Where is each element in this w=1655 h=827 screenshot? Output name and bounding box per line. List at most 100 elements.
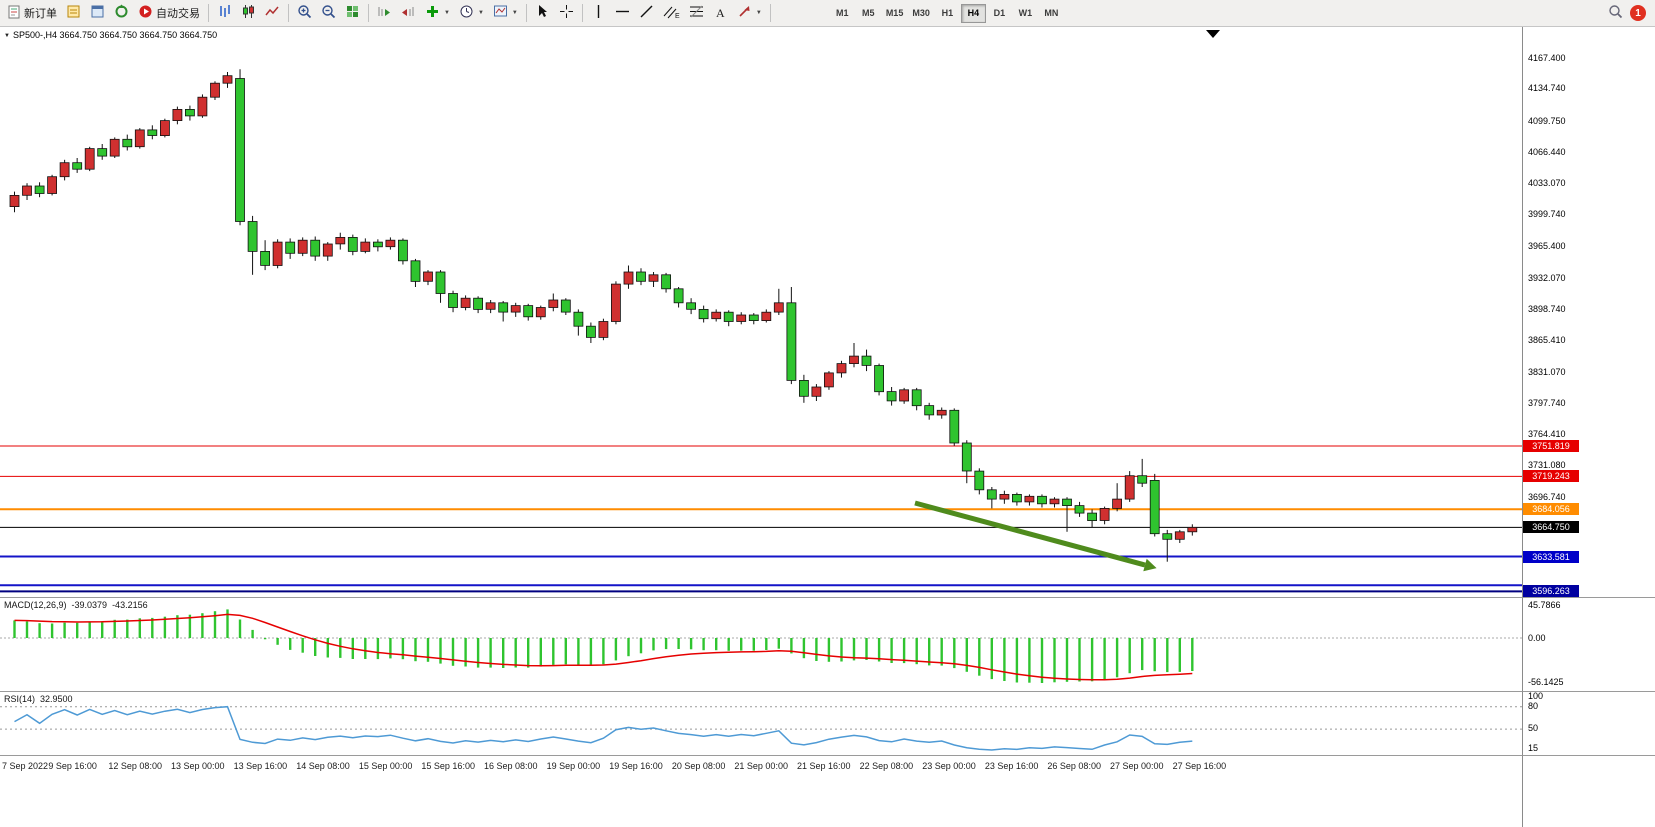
toolbar-separator [368,4,369,22]
text-tool-button[interactable]: A [709,2,732,25]
chart-shift-marker [1206,30,1220,38]
price-axis-label: 3731.080 [1528,460,1566,471]
time-axis-label: 12 Sep 08:00 [108,761,162,771]
zoom-in-button[interactable] [293,2,316,25]
candlestick-icon [241,4,256,22]
rsi-axis-label: 50 [1528,723,1539,733]
toolbar-separator [525,4,527,22]
price-axis-label: 3764.410 [1528,429,1566,440]
auto-scroll-icon [377,4,392,22]
add-indicator-icon [425,4,440,22]
market-watch-button[interactable] [62,2,85,25]
auto-trading-label: 自动交易 [156,8,200,20]
time-axis[interactable]: 7 Sep 2022 9 Sep 16:00 12 Sep 08:00 13 Sep … [0,755,1522,779]
time-axis-label: 21 Sep 00:00 [734,761,788,771]
svg-text:E: E [675,13,680,19]
macd-canvas[interactable] [0,598,1522,691]
timeframe-h4-button[interactable]: H4 [960,3,986,23]
arrows-tool-button[interactable]: ▼ [733,2,766,25]
horizontal-line-icon [615,4,630,22]
main-chart-canvas[interactable] [0,27,1522,597]
price-axis-label: 4167.400 [1528,52,1566,63]
time-axis-label: 19 Sep 16:00 [609,761,663,771]
price-level-box: 3596.263 [1523,585,1579,597]
zoom-out-icon [321,4,336,22]
main-chart-panel[interactable]: ▼ SP500-,H4 3664.750 3664.750 3664.750 36… [0,27,1522,597]
price-level-box: 3684.056 [1523,503,1579,516]
timeframe-m5-button[interactable]: M5 [856,4,881,23]
templates-button[interactable]: ▼ [489,2,522,25]
notification-badge[interactable]: 1 [1630,5,1646,21]
market-watch-icon [66,4,81,22]
symbol-ohlc-readout: ▼ SP500-,H4 3664.750 3664.750 3664.750 36… [4,30,218,40]
vertical-line-icon [591,4,606,22]
price-axis-label: 3797.740 [1528,398,1566,409]
time-axis-label: 27 Sep 00:00 [1110,761,1164,771]
price-axis-label: 3999.740 [1528,209,1566,220]
price-axis[interactable]: 4167.400 4134.740 4099.750 4066.440 4033.070… [1522,27,1655,597]
price-axis-label: 3965.400 [1528,241,1566,252]
rsi-panel[interactable]: RSI(14) 32.9500 [0,691,1522,755]
timeframe-mn-button[interactable]: MN [1039,4,1064,23]
chevron-down-icon: ▼ [511,10,518,16]
search-icon [1608,4,1623,22]
arrow-shape-icon [737,4,752,22]
price-axis-label: 3831.070 [1528,366,1566,377]
line-chart-icon [265,4,280,22]
timeframe-h1-button[interactable]: H1 [935,4,960,23]
price-axis-label: 3865.410 [1528,334,1566,345]
chevron-down-icon: ▼ [755,10,762,16]
timeframe-d1-button[interactable]: D1 [987,4,1012,23]
price-level-box: 3751.819 [1523,440,1579,452]
zoom-in-icon [297,4,312,22]
add-indicator-button[interactable]: ▼ [421,2,454,25]
time-axis-label: 19 Sep 00:00 [546,761,601,771]
tile-windows-button[interactable] [341,2,364,25]
macd-axis-label: -56.1425 [1528,677,1564,687]
main-toolbar: 新订单 自动交易 [0,0,1655,27]
cursor-tool-button[interactable] [531,2,554,25]
timeframe-w1-button[interactable]: W1 [1013,4,1038,23]
chevron-down-icon: ▼ [444,10,450,16]
timeframe-m15-button[interactable]: M15 [882,4,908,23]
price-axis-label: 4066.440 [1528,146,1566,157]
fibonacci-tool-button[interactable] [685,2,708,25]
horizontal-line-tool-button[interactable] [611,2,634,25]
trend-arrow [914,500,1146,568]
zoom-out-button[interactable] [317,2,340,25]
crosshair-tool-button[interactable] [555,2,578,25]
navigator-icon [114,4,129,22]
rsi-axis-label: 100 [1528,691,1544,701]
periods-button[interactable]: ▼ [455,2,488,25]
vertical-line-tool-button[interactable] [587,2,610,25]
time-axis-label: 14 Sep 08:00 [296,761,350,771]
rsi-axis-label: 80 [1528,701,1539,711]
line-chart-type-button[interactable] [261,2,284,25]
macd-axis-label: 45.7866 [1528,600,1561,610]
rsi-canvas[interactable] [0,692,1522,755]
price-level-box: 3719.243 [1523,470,1579,483]
new-order-icon [7,5,21,22]
macd-label: MACD(12,26,9) -39.0379 -43.2156 [4,600,148,610]
chart-shift-button[interactable] [397,2,420,25]
trendline-icon [639,4,654,22]
channel-tool-button[interactable]: E [659,2,684,25]
timeframe-m30-button[interactable]: M30 [908,4,934,23]
data-window-icon [90,4,105,22]
price-level-box: 3664.750 [1523,521,1579,534]
navigator-button[interactable] [110,2,133,25]
auto-trading-button[interactable]: 自动交易 [134,2,204,25]
template-icon [493,4,508,22]
data-window-button[interactable] [86,2,109,25]
macd-axis: 45.7866 0.00 -56.1425 [1522,597,1655,691]
candlestick-chart-type-button[interactable] [237,2,260,25]
auto-scroll-button[interactable] [373,2,396,25]
bar-chart-type-button[interactable] [213,2,236,25]
trendline-tool-button[interactable] [635,2,658,25]
tile-windows-icon [345,4,360,22]
timeframe-m1-button[interactable]: M1 [830,4,855,23]
time-axis-label: 15 Sep 00:00 [358,761,413,771]
macd-panel[interactable]: MACD(12,26,9) -39.0379 -43.2156 [0,597,1522,691]
search-button[interactable] [1604,2,1627,25]
new-order-button[interactable]: 新订单 [3,2,61,25]
